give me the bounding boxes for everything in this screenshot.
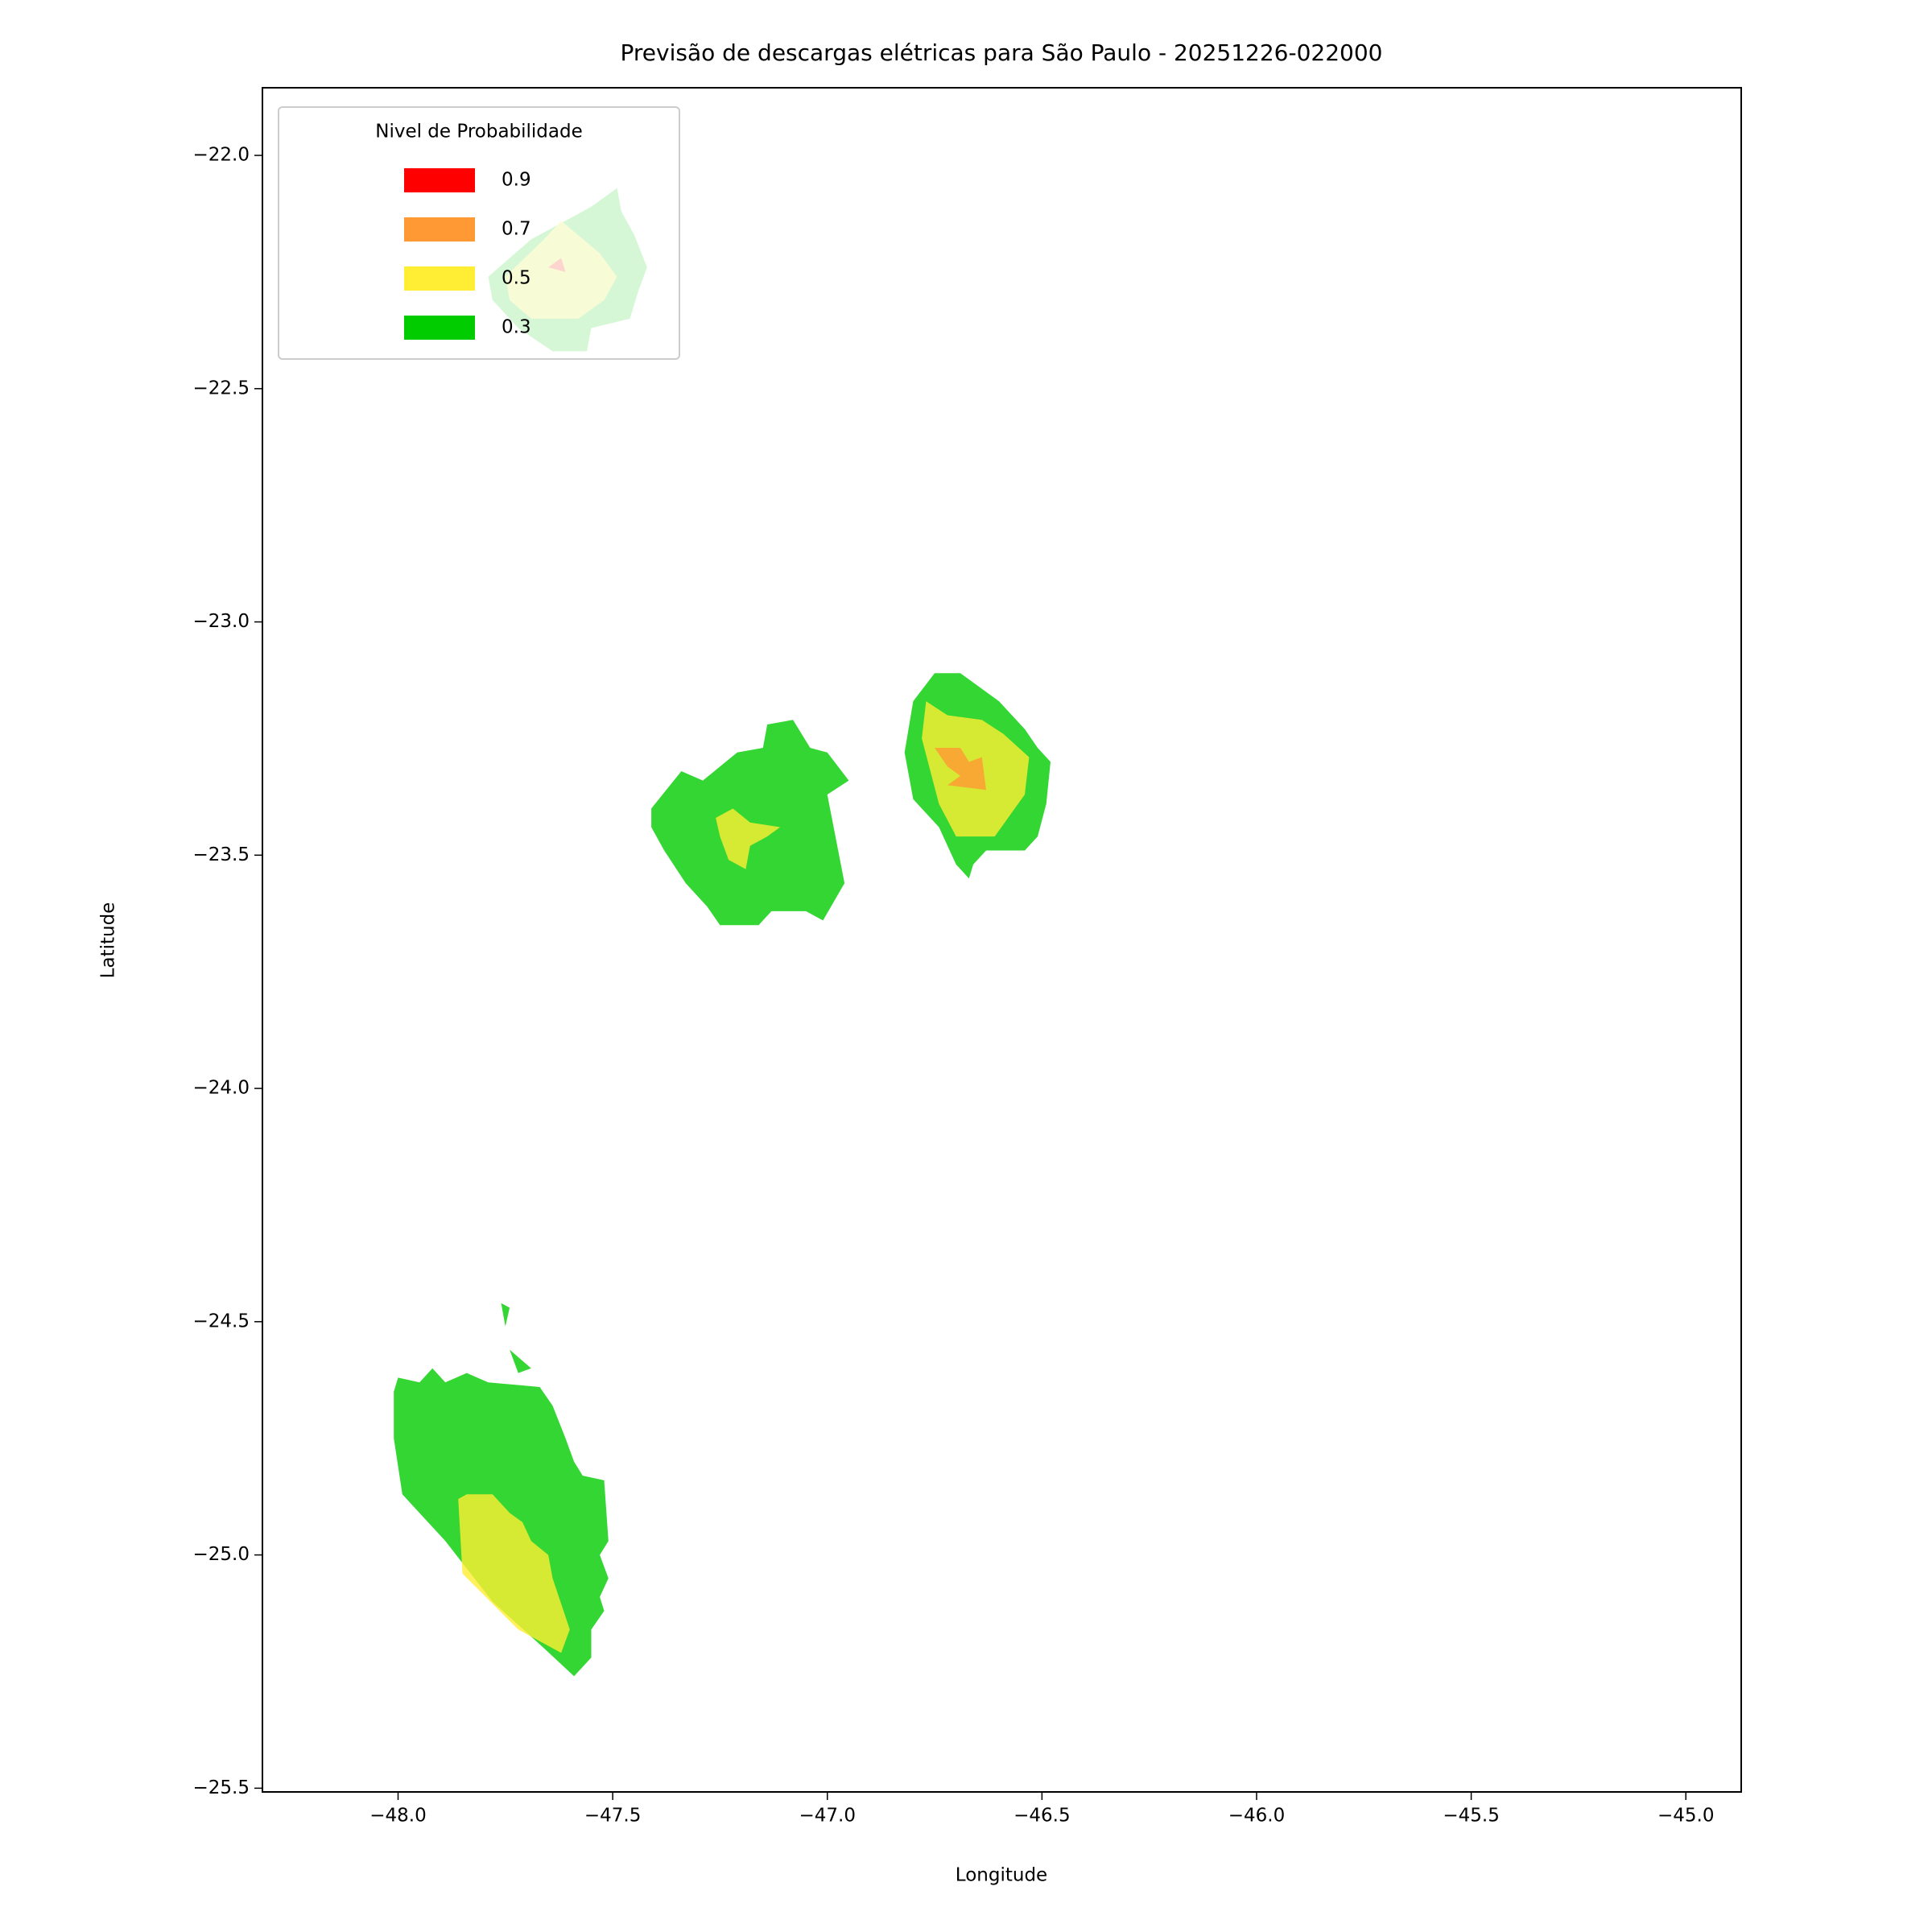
x-axis-label: Longitude [956, 1865, 1047, 1886]
x-tick-label: −47.5 [584, 1806, 641, 1827]
x-tick-label: −45.5 [1443, 1806, 1499, 1827]
y-tick-label: −22.5 [193, 378, 250, 398]
y-tick-label: −25.5 [193, 1777, 250, 1798]
legend-swatch [404, 266, 475, 291]
x-tick-label: −47.0 [799, 1806, 855, 1827]
legend-label: 0.7 [502, 219, 531, 240]
legend-box [278, 106, 680, 360]
y-tick-label: −25.0 [193, 1544, 250, 1565]
contour-region [458, 1494, 570, 1653]
contour-region [935, 748, 986, 791]
x-tick-label: −45.0 [1657, 1806, 1714, 1827]
y-axis-label: Latitude [98, 902, 119, 979]
x-tick-label: −46.0 [1228, 1806, 1285, 1827]
legend-label: 0.5 [502, 268, 531, 289]
chart-title: Previsão de descargas elétricas para São… [621, 39, 1383, 66]
contour-region [501, 1302, 510, 1327]
y-tick-label: −24.5 [193, 1311, 250, 1331]
x-tick-label: −48.0 [369, 1806, 426, 1827]
y-tick-label: −23.0 [193, 611, 250, 632]
y-tick-label: −22.0 [193, 145, 250, 166]
contour-region [716, 808, 781, 869]
legend-swatch [404, 168, 475, 192]
legend-label: 0.3 [502, 317, 531, 338]
legend-swatch [404, 316, 475, 340]
y-tick-label: −23.5 [193, 844, 250, 865]
legend-swatch [404, 217, 475, 242]
legend-title: Nivel de Probabilidade [375, 122, 583, 142]
y-tick-label: −24.0 [193, 1078, 250, 1099]
legend-label: 0.9 [502, 170, 531, 191]
contour-region [510, 1349, 531, 1373]
x-tick-label: −46.5 [1013, 1806, 1070, 1827]
plot-frame [262, 87, 1742, 1793]
